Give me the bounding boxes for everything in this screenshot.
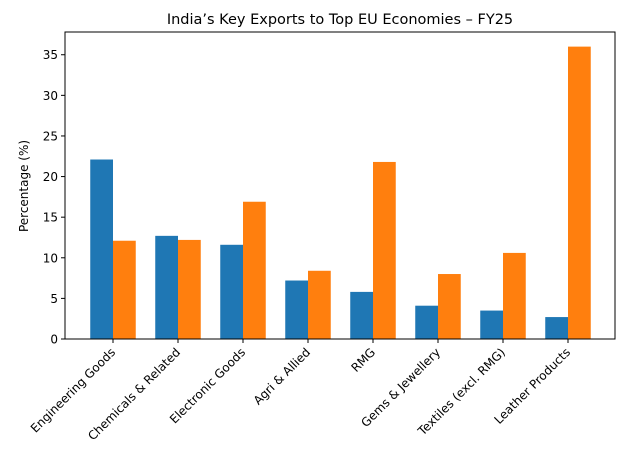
bar-2-agri-allied: [308, 270, 331, 339]
bar-1-leather-products: [545, 317, 568, 339]
y-tick-label: 10: [43, 251, 58, 265]
bar-1-electronic-goods: [220, 244, 243, 339]
bar-2-engineering-goods: [113, 240, 136, 339]
chart-title: India’s Key Exports to Top EU Economies …: [167, 12, 513, 28]
bar-2-leather-products: [568, 46, 591, 340]
bar-2-gems-jewellery: [438, 274, 461, 339]
y-tick-label: 25: [43, 129, 58, 143]
bar-1-rmg: [350, 291, 373, 339]
bar-1-gems-jewellery: [415, 305, 438, 339]
y-tick-label: 20: [43, 170, 58, 184]
y-axis-label: Percentage (%): [17, 140, 31, 232]
y-tick-label: 0: [50, 333, 58, 347]
x-tick-label: Agri & Allied: [251, 345, 313, 407]
y-axis: 0 5 10 15 20 25 30 35: [43, 48, 65, 347]
bar-1-engineering-goods: [90, 159, 113, 339]
bar-1-agri-allied: [285, 280, 308, 339]
y-tick-label: 30: [43, 89, 58, 103]
x-tick-label: RMG: [348, 345, 378, 375]
plot-frame: [64, 31, 616, 340]
bar-2-electronic-goods: [243, 201, 266, 339]
bar-1-textiles-excl-rmg-: [480, 310, 503, 339]
bar-1-chemicals-related: [155, 235, 178, 339]
y-tick-label: 5: [50, 292, 58, 306]
y-tick-label: 15: [43, 211, 58, 225]
y-tick-label: 35: [43, 48, 58, 62]
bar-2-textiles-excl-rmg-: [503, 252, 526, 339]
bar-2-chemicals-related: [178, 239, 201, 339]
bar-2-rmg: [373, 161, 396, 339]
bars-group: [90, 46, 591, 340]
